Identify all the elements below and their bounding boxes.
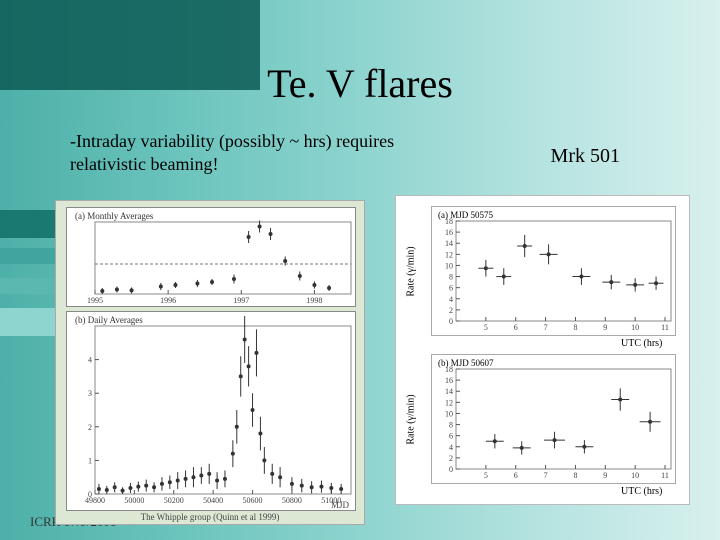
svg-text:1998: 1998 xyxy=(306,296,322,305)
svg-text:4: 4 xyxy=(449,295,453,304)
right-panel-b: (b) MJD 50607 567891011024681012141618 xyxy=(431,354,676,484)
svg-text:6: 6 xyxy=(449,284,453,293)
svg-text:2: 2 xyxy=(449,306,453,315)
svg-text:50200: 50200 xyxy=(164,496,184,505)
svg-text:0: 0 xyxy=(449,317,453,326)
svg-text:12: 12 xyxy=(445,250,453,259)
left-panel-b: (b) Daily Averages 498005000050200504005… xyxy=(66,311,356,511)
svg-text:50800: 50800 xyxy=(282,496,302,505)
subtitle-line2: relativistic beaming! xyxy=(70,154,218,174)
svg-text:4: 4 xyxy=(88,356,92,365)
left-panel-a-svg: 1995 1996 1997 1998 xyxy=(67,208,357,308)
svg-text:7: 7 xyxy=(544,323,548,332)
svg-text:6: 6 xyxy=(449,432,453,441)
right-panel-b-svg: 5 6 7 8 9 10 11 0 2 4 6 8 10 12 14 16 18 xyxy=(432,355,677,485)
svg-text:3: 3 xyxy=(88,389,92,398)
left-figure: Rate (Crab units) (a) Monthly Averages 1… xyxy=(55,200,365,525)
svg-text:2: 2 xyxy=(88,423,92,432)
right-figure: Rate (γ/min) Rate (γ/min) (a) MJD 50575 … xyxy=(395,195,690,505)
svg-text:12: 12 xyxy=(445,398,453,407)
svg-text:10: 10 xyxy=(445,409,453,418)
svg-text:50600: 50600 xyxy=(243,496,263,505)
left-panel-b-svg: 4980050000502005040050600508005100001234 xyxy=(67,312,357,512)
svg-text:1: 1 xyxy=(88,456,92,465)
right-xlabel-a: UTC (hrs) xyxy=(621,338,662,349)
svg-text:1997: 1997 xyxy=(233,296,249,305)
right-panel-a: (a) MJD 50575 567891011024681012141618 xyxy=(431,206,676,336)
right-panel-a-svg: 5 6 7 8 9 10 11 0 2 4 6 8 10 12 14 16 18 xyxy=(432,207,677,337)
left-caption: The Whipple group (Quinn et al 1999) xyxy=(56,512,364,522)
svg-text:11: 11 xyxy=(661,471,669,480)
svg-text:14: 14 xyxy=(445,387,453,396)
svg-text:7: 7 xyxy=(544,471,548,480)
svg-text:5: 5 xyxy=(484,471,488,480)
left-xlabel: MJD xyxy=(331,500,349,510)
svg-text:8: 8 xyxy=(573,471,577,480)
decor-stripe-4 xyxy=(0,308,55,336)
svg-text:1996: 1996 xyxy=(160,296,176,305)
svg-text:16: 16 xyxy=(445,228,453,237)
decor-stripe-2 xyxy=(0,248,55,264)
svg-text:9: 9 xyxy=(603,471,607,480)
svg-text:0: 0 xyxy=(449,465,453,474)
svg-text:10: 10 xyxy=(631,471,639,480)
svg-text:6: 6 xyxy=(514,323,518,332)
right-ylabel-b: Rate (γ/min) xyxy=(406,394,417,444)
right-xlabel-b: UTC (hrs) xyxy=(621,486,662,497)
svg-text:14: 14 xyxy=(445,239,453,248)
right-ylabel-a: Rate (γ/min) xyxy=(406,246,417,296)
svg-text:8: 8 xyxy=(573,323,577,332)
slide-title: Te. V flares xyxy=(0,60,720,107)
subtitle: -Intraday variability (possibly ~ hrs) r… xyxy=(70,130,394,175)
svg-text:8: 8 xyxy=(449,421,453,430)
svg-text:18: 18 xyxy=(445,365,453,374)
svg-text:4: 4 xyxy=(449,443,453,452)
svg-text:50400: 50400 xyxy=(203,496,223,505)
svg-text:9: 9 xyxy=(603,323,607,332)
left-panel-a: (a) Monthly Averages 1995199619971998 xyxy=(66,207,356,307)
svg-text:16: 16 xyxy=(445,376,453,385)
subtitle-line1: -Intraday variability (possibly ~ hrs) r… xyxy=(70,131,394,151)
decor-stripe-1 xyxy=(0,210,55,238)
svg-text:1995: 1995 xyxy=(87,296,103,305)
svg-text:2: 2 xyxy=(449,454,453,463)
svg-text:10: 10 xyxy=(631,323,639,332)
svg-text:5: 5 xyxy=(484,323,488,332)
svg-text:10: 10 xyxy=(445,261,453,270)
svg-text:0: 0 xyxy=(88,490,92,499)
decor-stripe-3 xyxy=(0,278,55,294)
svg-text:50000: 50000 xyxy=(124,496,144,505)
mrk-label: Mrk 501 xyxy=(551,145,620,168)
svg-text:18: 18 xyxy=(445,217,453,226)
svg-text:8: 8 xyxy=(449,273,453,282)
svg-text:11: 11 xyxy=(661,323,669,332)
svg-text:6: 6 xyxy=(514,471,518,480)
